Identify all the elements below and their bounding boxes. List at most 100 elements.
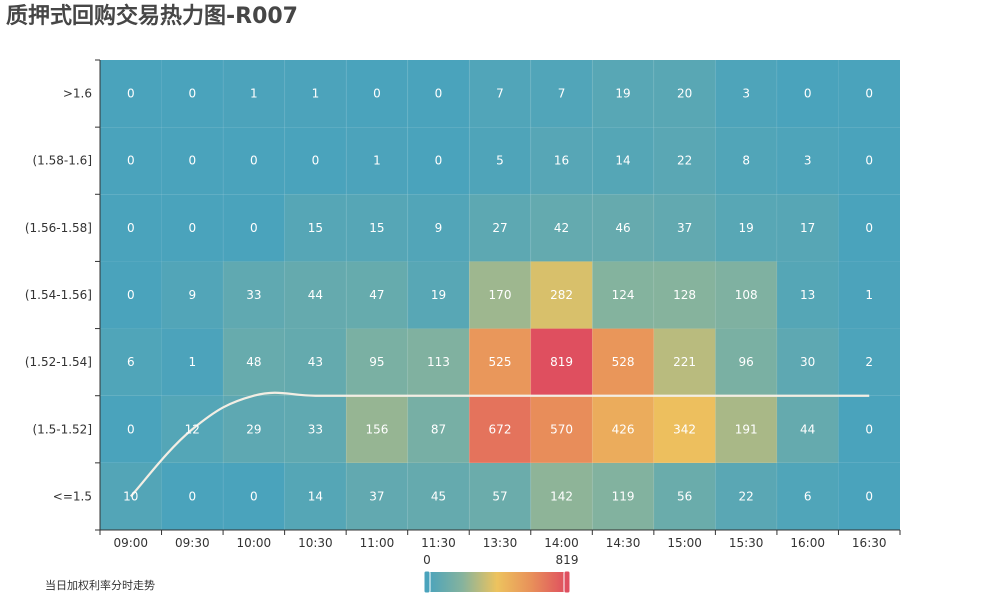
heatmap-cell[interactable] [469,60,531,128]
heatmap-cell[interactable] [161,60,224,128]
heatmap-cell[interactable] [653,395,716,463]
cell-value-label: 44 [800,422,815,436]
heatmap-cell[interactable] [776,194,839,262]
heatmap-cell[interactable] [346,328,408,396]
heatmap-cell[interactable] [407,328,470,396]
heatmap-cell[interactable] [715,462,777,530]
heatmap-cell[interactable] [346,261,408,329]
heatmap-cell[interactable] [592,261,654,329]
heatmap-cell[interactable] [530,395,593,463]
heatmap-cell[interactable] [592,462,654,530]
heatmap-cell[interactable] [469,328,531,396]
heatmap-cell[interactable] [592,328,654,396]
heatmap-cell[interactable] [592,127,654,195]
heatmap-cell[interactable] [715,328,777,396]
heatmap-cell[interactable] [469,194,531,262]
heatmap-cell[interactable] [346,60,408,128]
heatmap-cell[interactable] [838,127,900,195]
heatmap-cell[interactable] [100,127,162,195]
visual-map-max-handle[interactable] [563,570,571,594]
heatmap-cell[interactable] [469,261,531,329]
heatmap-cell[interactable] [653,60,716,128]
heatmap-cell[interactable] [653,462,716,530]
heatmap-cell[interactable] [715,60,777,128]
heatmap-cell[interactable] [346,395,408,463]
heatmap-cell[interactable] [223,328,285,396]
heatmap-cell[interactable] [100,328,162,396]
heatmap-cell[interactable] [223,60,285,128]
heatmap-cell[interactable] [407,127,470,195]
heatmap-cell[interactable] [407,194,470,262]
heatmap-cell[interactable] [161,328,224,396]
heatmap-cell[interactable] [838,261,900,329]
heatmap-cell[interactable] [592,194,654,262]
heatmap-cell[interactable] [530,60,593,128]
heatmap-cell[interactable] [223,395,285,463]
heatmap-cell[interactable] [838,194,900,262]
heatmap-cell[interactable] [776,328,839,396]
heatmap-cell[interactable] [715,395,777,463]
x-tick-label: 16:00 [790,536,825,550]
heatmap-cell[interactable] [776,60,839,128]
heatmap-cell[interactable] [346,462,408,530]
heatmap-cell[interactable] [530,194,593,262]
heatmap-cell[interactable] [346,194,408,262]
trend-legend-label[interactable]: 当日加权利率分时走势 [45,579,155,592]
heatmap-cell[interactable] [407,60,470,128]
heatmap-cell[interactable] [592,395,654,463]
heatmap-cell[interactable] [653,194,716,262]
heatmap-cell[interactable] [838,328,900,396]
heatmap-cell[interactable] [407,462,470,530]
heatmap-cell[interactable] [346,127,408,195]
heatmap-cell[interactable] [100,462,162,530]
heatmap-cell[interactable] [715,261,777,329]
heatmap-cell[interactable] [653,261,716,329]
heatmap-cell[interactable] [284,328,347,396]
heatmap-cell[interactable] [161,261,224,329]
heatmap-cell[interactable] [530,127,593,195]
heatmap-cell[interactable] [469,127,531,195]
heatmap-cell[interactable] [653,127,716,195]
heatmap-cell[interactable] [838,395,900,463]
heatmap-cell[interactable] [284,395,347,463]
visual-map-bar[interactable] [428,572,566,592]
heatmap-cell[interactable] [223,462,285,530]
heatmap-cell[interactable] [100,395,162,463]
heatmap-cell[interactable] [838,462,900,530]
heatmap-cell[interactable] [469,462,531,530]
heatmap-cell[interactable] [776,395,839,463]
heatmap-cell[interactable] [223,261,285,329]
visual-map[interactable]: 0 819 [423,553,579,594]
heatmap-cell[interactable] [161,462,224,530]
heatmap-cell[interactable] [776,261,839,329]
heatmap-cell[interactable] [530,328,593,396]
heatmap-cell[interactable] [838,60,900,128]
heatmap-cell[interactable] [653,328,716,396]
heatmap-cell[interactable] [530,261,593,329]
heatmap-cell[interactable] [284,261,347,329]
heatmap-cell[interactable] [223,127,285,195]
heatmap-cell[interactable] [100,261,162,329]
heatmap-cell[interactable] [715,194,777,262]
heatmap-cell[interactable] [776,462,839,530]
heatmap-cell[interactable] [161,127,224,195]
heatmap-cell[interactable] [223,194,285,262]
cell-value-label: 29 [246,422,261,436]
heatmap-cell[interactable] [161,194,224,262]
heatmap-cell[interactable] [284,462,347,530]
heatmap-cell[interactable] [284,194,347,262]
heatmap-cell[interactable] [284,127,347,195]
heatmap-cell[interactable] [469,395,531,463]
heatmap-cell[interactable] [776,127,839,195]
heatmap-cell[interactable] [407,261,470,329]
heatmap-cell[interactable] [407,395,470,463]
visual-map-max-label: 819 [556,553,579,567]
trend-line[interactable] [129,391,870,498]
heatmap-cell[interactable] [100,194,162,262]
visual-map-min-handle[interactable] [423,570,431,594]
heatmap-cell[interactable] [530,462,593,530]
heatmap-cell[interactable] [592,60,654,128]
heatmap-cell[interactable] [715,127,777,195]
heatmap-cell[interactable] [100,60,162,128]
heatmap-cell[interactable] [284,60,347,128]
